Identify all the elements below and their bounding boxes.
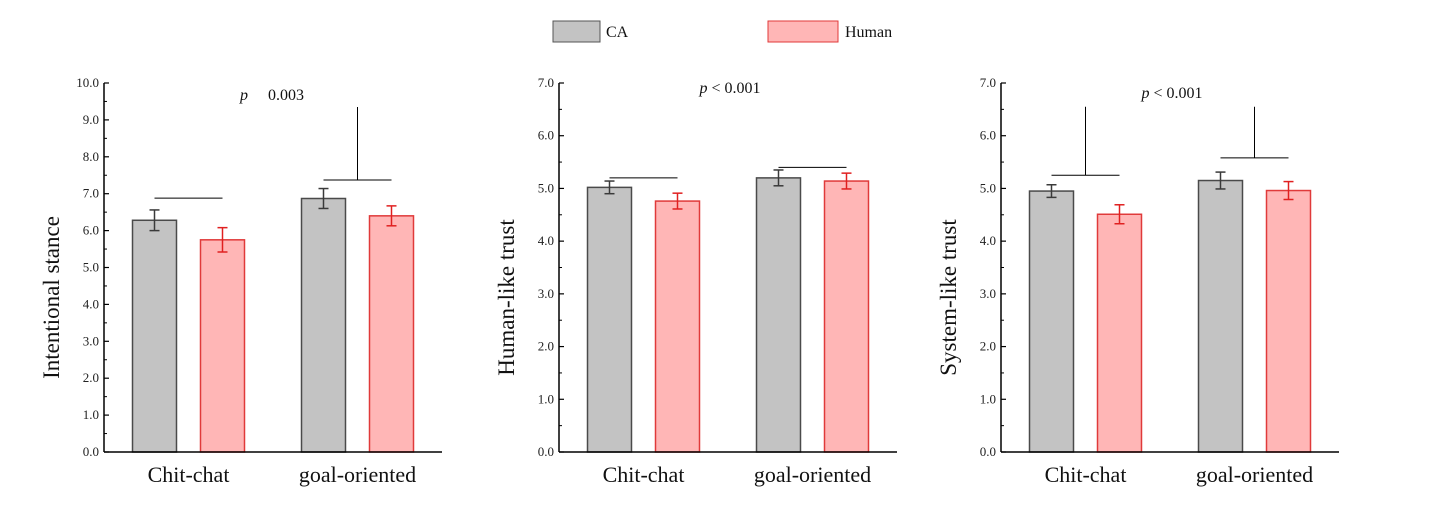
y-tick-label: 0.0 [980, 444, 996, 459]
x-category-label: Chit-chat [603, 462, 685, 487]
p-value-text: < 0.001 [711, 80, 760, 97]
legend: CA Human [552, 20, 892, 43]
error-bar [1046, 183, 1057, 199]
p-value-text: 0.003 [268, 87, 304, 104]
chart-panel-3: 0.0 1.0 2.0 3.0 4.0 5.0 6.0 7.0 Chit-chat goal-or… [936, 75, 1339, 487]
error-bar [672, 192, 683, 210]
y-tick-label: 0.0 [538, 444, 554, 459]
y-tick-label: 8.0 [83, 149, 99, 164]
x-category-label: goal-oriented [1196, 462, 1313, 487]
bar-human-goal-oriented [823, 180, 870, 453]
y-tick-label: 4.0 [83, 296, 99, 311]
p-value: p < 0.001 [1140, 85, 1202, 102]
error-bar [386, 205, 397, 227]
p-value-symbol: p [1140, 85, 1149, 102]
p-value-text: < 0.001 [1153, 85, 1202, 102]
chart-panel-2: 0.0 1.0 2.0 3.0 4.0 5.0 6.0 7.0 Chit-chat goal-or… [494, 75, 897, 487]
y-axis-label: System-like trust [936, 219, 961, 376]
error-bar [773, 169, 784, 187]
error-bar [1283, 180, 1294, 201]
y-axis-label: Human-like trust [494, 219, 519, 376]
y-tick-label: 6.0 [980, 128, 996, 143]
y-tick-label: 1.0 [83, 407, 99, 422]
x-category-label: Chit-chat [1045, 462, 1127, 487]
bar-human-goal-oriented [368, 215, 415, 453]
y-tick-label: 2.0 [980, 339, 996, 354]
x-category-label: goal-oriented [754, 462, 871, 487]
y-tick-label: 7.0 [538, 75, 554, 90]
x-category-label: Chit-chat [148, 462, 230, 487]
bar-ca-chit-chat [1028, 190, 1075, 453]
error-bar [1114, 204, 1125, 225]
y-tick-label: 3.0 [980, 286, 996, 301]
p-value-symbol: p [698, 80, 707, 97]
legend-swatch-ca [552, 20, 601, 43]
y-tick-label: 4.0 [980, 233, 996, 248]
y-tick-label: 9.0 [83, 112, 99, 127]
bar-ca-chit-chat [586, 186, 633, 453]
bar-ca-goal-oriented [300, 197, 347, 453]
y-tick-label: 5.0 [980, 180, 996, 195]
bar-ca-goal-oriented [1197, 179, 1244, 453]
legend-label-ca: CA [606, 24, 629, 41]
error-bar [217, 226, 228, 253]
bar-ca-chit-chat [131, 219, 178, 453]
bar-ca-goal-oriented [755, 177, 802, 453]
error-bar [841, 172, 852, 190]
bar-human-chit-chat [654, 200, 701, 453]
bar-human-chit-chat [199, 239, 246, 453]
y-axis-label: Intentional stance [39, 216, 64, 379]
y-tick-label: 5.0 [538, 180, 554, 195]
y-tick-label: 2.0 [538, 339, 554, 354]
y-tick-label: 6.0 [538, 128, 554, 143]
y-tick-label: 3.0 [538, 286, 554, 301]
p-value: p < 0.001 [698, 80, 760, 97]
chart-panel-1: 0.0 1.0 2.0 3.0 4.0 5.0 6.0 7.0 8.0 9.0 10.0 Chit-c… [39, 75, 442, 487]
p-value-symbol: p [239, 87, 248, 104]
y-tick-label: 4.0 [538, 233, 554, 248]
y-tick-label: 10.0 [76, 75, 99, 90]
y-tick-label: 6.0 [83, 223, 99, 238]
y-tick-label: 7.0 [83, 186, 99, 201]
legend-swatch-human [767, 20, 839, 43]
bar-human-chit-chat [1096, 213, 1143, 453]
error-bar [604, 180, 615, 195]
y-tick-label: 1.0 [980, 391, 996, 406]
y-tick-label: 2.0 [83, 370, 99, 385]
error-bar [318, 187, 329, 210]
y-tick-label: 1.0 [538, 391, 554, 406]
error-bar [1215, 171, 1226, 190]
x-category-label: goal-oriented [299, 462, 416, 487]
error-bar [149, 209, 160, 232]
bar-human-goal-oriented [1265, 189, 1312, 453]
y-tick-label: 7.0 [980, 75, 996, 90]
legend-label-human: Human [845, 24, 892, 41]
y-tick-label: 5.0 [83, 260, 99, 275]
y-tick-label: 3.0 [83, 333, 99, 348]
y-tick-label: 0.0 [83, 444, 99, 459]
